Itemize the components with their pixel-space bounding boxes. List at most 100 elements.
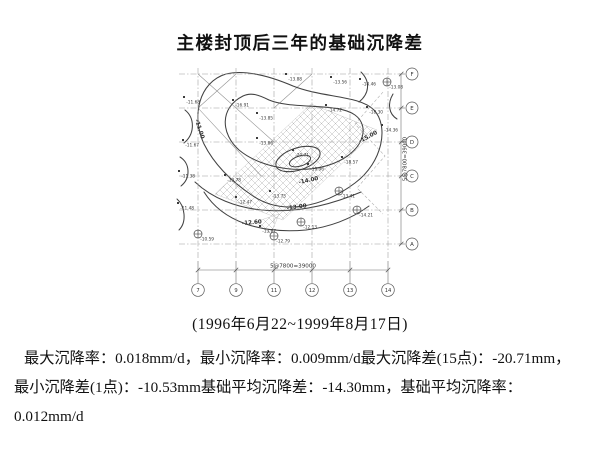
point-marker [182, 139, 184, 141]
point-marker [177, 202, 179, 204]
dimension-tick [398, 105, 404, 111]
point-value-label: -10.59 [200, 236, 214, 242]
point-value-label: -13.56 [333, 79, 347, 85]
point-marker [381, 124, 383, 126]
point-marker [330, 76, 332, 78]
point-value-label: -20.71 [295, 152, 309, 158]
point-marker [183, 96, 185, 98]
point-marker [325, 104, 327, 106]
point-value-label: -13.41 [341, 193, 355, 199]
point-marker [285, 73, 287, 75]
hatched-footprint [214, 103, 378, 221]
column-axis-label: 7 [196, 288, 199, 294]
dimension-tick [398, 139, 404, 145]
point-value-label: -12.47 [238, 199, 252, 205]
row-axis-bubble [405, 67, 419, 81]
row-axis-bubble [405, 101, 419, 115]
point-marker [256, 112, 258, 114]
point-value-label: -14.36 [384, 127, 398, 133]
dimension-tick [271, 267, 277, 273]
row-axis-label: A [410, 242, 414, 248]
point-value-label: -16.91 [235, 102, 249, 108]
point-value-label: -13.75 [272, 193, 286, 199]
point-value-label: -13.08 [389, 84, 403, 90]
date-range: (1996年6月22~1999年8月17日) [192, 316, 408, 333]
point-value-label: -11.48 [180, 205, 194, 211]
row-axis-bubble [405, 135, 419, 149]
point-value-label: -11.38 [181, 173, 195, 179]
column-axis-bubble [381, 283, 395, 297]
contour-value-label: -14.00 [298, 176, 319, 186]
contour-value-label: -11.00 [193, 119, 205, 140]
dimension-tick [195, 267, 201, 273]
right-dimension-label: 5@7800=39000 [403, 136, 409, 181]
row-axis-label: C [410, 174, 414, 180]
point-value-label: -14.72 [328, 107, 342, 113]
point-marker [292, 149, 294, 151]
point-value-label: -13.85 [259, 115, 273, 121]
point-value-label: -19.96 [310, 166, 324, 172]
stats-line: 0.012mm/d [14, 408, 84, 425]
point-value-label: -18.30 [369, 109, 383, 115]
row-axis-label: E [410, 106, 414, 112]
point-value-label: -13.88 [288, 76, 302, 82]
row-axis-bubble [405, 203, 419, 217]
stats-line: 最小沉降差(1点)：-10.53mm基础平均沉降差：-14.30mm，基础平均沉… [14, 379, 522, 396]
row-axis-label: F [410, 72, 413, 78]
point-value-label: -13.78 [227, 177, 241, 183]
column-axis-bubble [343, 283, 357, 297]
point-value-label: -13.87 [262, 228, 276, 234]
point-marker [307, 163, 309, 165]
stats-line: 最大沉降率：0.018mm/d，最小沉降率：0.009mm/d最大沉降差(15点… [24, 350, 571, 367]
point-marker [259, 225, 261, 227]
contour-value-label: -13.00 [286, 203, 307, 212]
bottom-dimension-label: 5@7800=39000 [270, 263, 316, 269]
dimension-tick [398, 71, 404, 77]
page-title: 主楼封顶后三年的基础沉降差 [176, 33, 424, 53]
row-axis-label: B [410, 208, 414, 214]
point-marker [359, 78, 361, 80]
dimension-tick [385, 267, 391, 273]
point-marker [269, 190, 271, 192]
contour-value-label: -12.60 [242, 219, 263, 227]
point-value-label: -14.21 [359, 212, 373, 218]
row-axis-label: D [410, 140, 414, 146]
dimension-tick [309, 267, 315, 273]
dimension-tick [233, 267, 239, 273]
column-axis-bubble [229, 283, 243, 297]
dimension-tick [398, 241, 404, 247]
column-axis-label: 13 [347, 288, 354, 294]
contour-lines [176, 71, 398, 232]
point-value-label: -11.68 [186, 99, 200, 105]
point-value-label: -12.79 [276, 238, 290, 244]
dimension-tick [398, 173, 404, 179]
column-axis-label: 11 [271, 288, 278, 294]
dimension-tick [398, 207, 404, 213]
point-marker [232, 99, 234, 101]
point-value-label: -14.46 [362, 81, 376, 87]
point-value-label: -13.86 [259, 140, 273, 146]
point-value-label: -18.57 [344, 159, 358, 165]
point-marker [224, 174, 226, 176]
column-axis-label: 14 [385, 288, 392, 294]
column-axis-label: 12 [309, 288, 316, 294]
row-axis-bubble [405, 169, 419, 183]
point-marker [178, 170, 180, 172]
column-axis-bubble [191, 283, 205, 297]
dashed-boundary [354, 91, 386, 215]
dimension-tick [347, 267, 353, 273]
column-axis-bubble [267, 283, 281, 297]
row-axis-bubble [405, 237, 419, 251]
point-marker [256, 137, 258, 139]
column-axis-bubble [305, 283, 319, 297]
point-marker [235, 196, 237, 198]
point-value-label: -12.13 [303, 224, 317, 230]
column-axis-label: 9 [234, 288, 237, 294]
settlement-statistics: 最大沉降率：0.018mm/d，最小沉降率：0.009mm/d最大沉降差(15点… [0, 344, 600, 431]
contour-drawing: F E D C B A 7 9 11 12 13 14 5@7800=39000 5@7800=39000… [176, 67, 419, 297]
point-value-label: -11.67 [185, 142, 199, 148]
settlement-contour-map: F E D C B A 7 9 11 12 13 14 5@7800=39000 5@7800=39000… [0, 64, 600, 305]
point-marker [366, 106, 368, 108]
point-marker [341, 156, 343, 158]
